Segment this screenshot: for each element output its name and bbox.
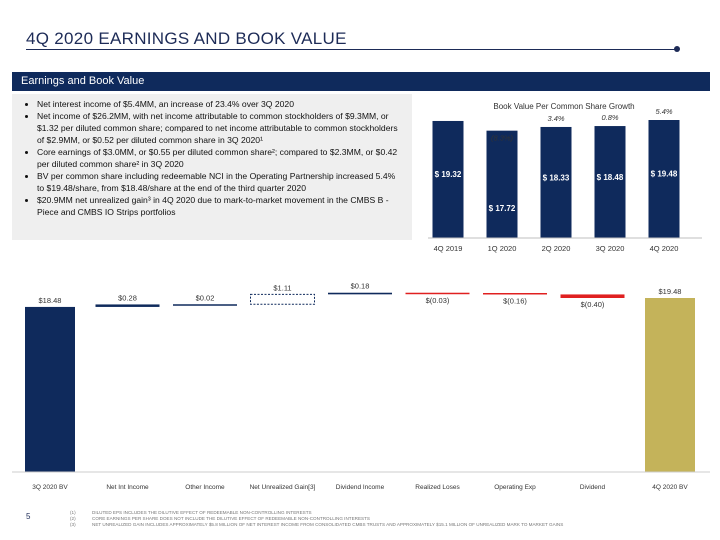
bv-category-label: 4Q 2019 [434,244,463,253]
bv-category-label: 3Q 2020 [596,244,625,253]
book-value-bar-chart: Book Value Per Common Share Growth $ 19.… [428,102,702,253]
waterfall-marks: $18.48 3Q 2020 BV $0.28 Net Int Income $0.02… [25,282,695,491]
title-rule [26,49,678,50]
waterfall-value-label: $(0.16) [503,296,527,305]
bv-bar [540,126,572,238]
bv-chart-marks: $ 19.32 4Q 2019 $ 17.72 (8.3%) 1Q 2020 $ 18.3… [432,107,680,253]
bullet-item: Net income of $26.2MM, with net income a… [37,110,404,146]
waterfall-category-label: Dividend Income [336,484,385,491]
waterfall-category-label: Operating Exp [494,484,536,491]
waterfall-value-label: $(0.03) [426,296,450,305]
bv-bar [432,120,464,238]
bv-value-label: $ 19.48 [651,170,678,179]
bullet-item: $20.9MM net unrealized gain³ in 4Q 2020 … [37,194,404,218]
bv-bar [594,126,626,238]
waterfall-category-label: Net Int Income [106,484,149,491]
bullet-panel: Net interest income of $5.4MM, an increa… [12,94,412,240]
bullet-item: BV per common share including redeemable… [37,170,404,194]
footnote: (2) CORE EARNINGS PER SHARE DOES NOT INCL… [70,516,370,521]
waterfall-value-label: $19.48 [659,287,682,296]
bv-bar [486,130,518,238]
footnote: (3) NET UNREALIZED GAIN INCLUDES APPROXIM… [70,522,564,527]
bv-value-label: $ 19.32 [435,170,462,179]
footnote: (1) DILUTED EPS INCLUDES THE DILUTIVE EFF… [70,510,312,515]
bullet-item: Net interest income of $5.4MM, an increa… [37,98,404,110]
waterfall-category-label: 4Q 2020 BV [652,484,688,491]
bv-value-label: $ 17.72 [489,204,516,213]
footnotes: (1) DILUTED EPS INCLUDES THE DILUTIVE EFF… [70,510,710,528]
increase-bar [250,293,315,305]
bv-growth-label: 0.8% [601,113,618,122]
bv-category-label: 4Q 2020 [650,244,679,253]
bv-bar [648,120,680,238]
waterfall-category-label: 3Q 2020 BV [32,484,68,491]
waterfall-value-label: $18.48 [39,296,62,305]
waterfall-value-label: $(0.40) [581,300,605,309]
waterfall-value-label: $0.02 [196,293,215,302]
bv-chart-title: Book Value Per Common Share Growth [493,102,634,111]
title-rule-dot [674,46,680,52]
bv-growth-label: (8.3%) [491,134,514,143]
decrease-bar [483,292,547,295]
bullet-item: Core earnings of $3.0MM, or $0.55 per di… [37,146,404,170]
bv-value-label: $ 18.48 [597,173,624,182]
end-total-bar [645,298,695,472]
waterfall-value-label: $1.11 [273,283,291,292]
bv-category-label: 1Q 2020 [488,244,517,253]
waterfall-value-label: $0.18 [351,282,370,291]
decrease-bar [560,294,625,298]
increase-bar [328,292,392,295]
waterfall-category-label: Dividend [580,484,606,491]
bv-category-label: 2Q 2020 [542,244,571,253]
bv-growth-label: 5.4% [655,107,672,116]
section-header: Earnings and Book Value [12,72,710,91]
waterfall-category-label: Other Income [185,484,225,491]
waterfall-category-label: Net Unrealized Gain[3] [250,484,316,491]
waterfall-category-label: Realized Loses [415,484,460,491]
decrease-bar [405,292,470,295]
waterfall-value-label: $0.28 [118,293,137,302]
bullet-list: Net interest income of $5.4MM, an increa… [12,98,412,218]
page-title: 4Q 2020 EARNINGS AND BOOK VALUE [26,29,347,48]
page-number: 5 [26,512,31,521]
increase-bar [95,304,160,307]
bv-value-label: $ 18.33 [543,173,570,182]
start-total-bar [25,306,75,472]
bv-waterfall-chart: $18.48 3Q 2020 BV $0.28 Net Int Income $0.02… [12,282,710,491]
increase-bar [173,304,237,306]
bv-growth-label: 3.4% [547,114,564,123]
